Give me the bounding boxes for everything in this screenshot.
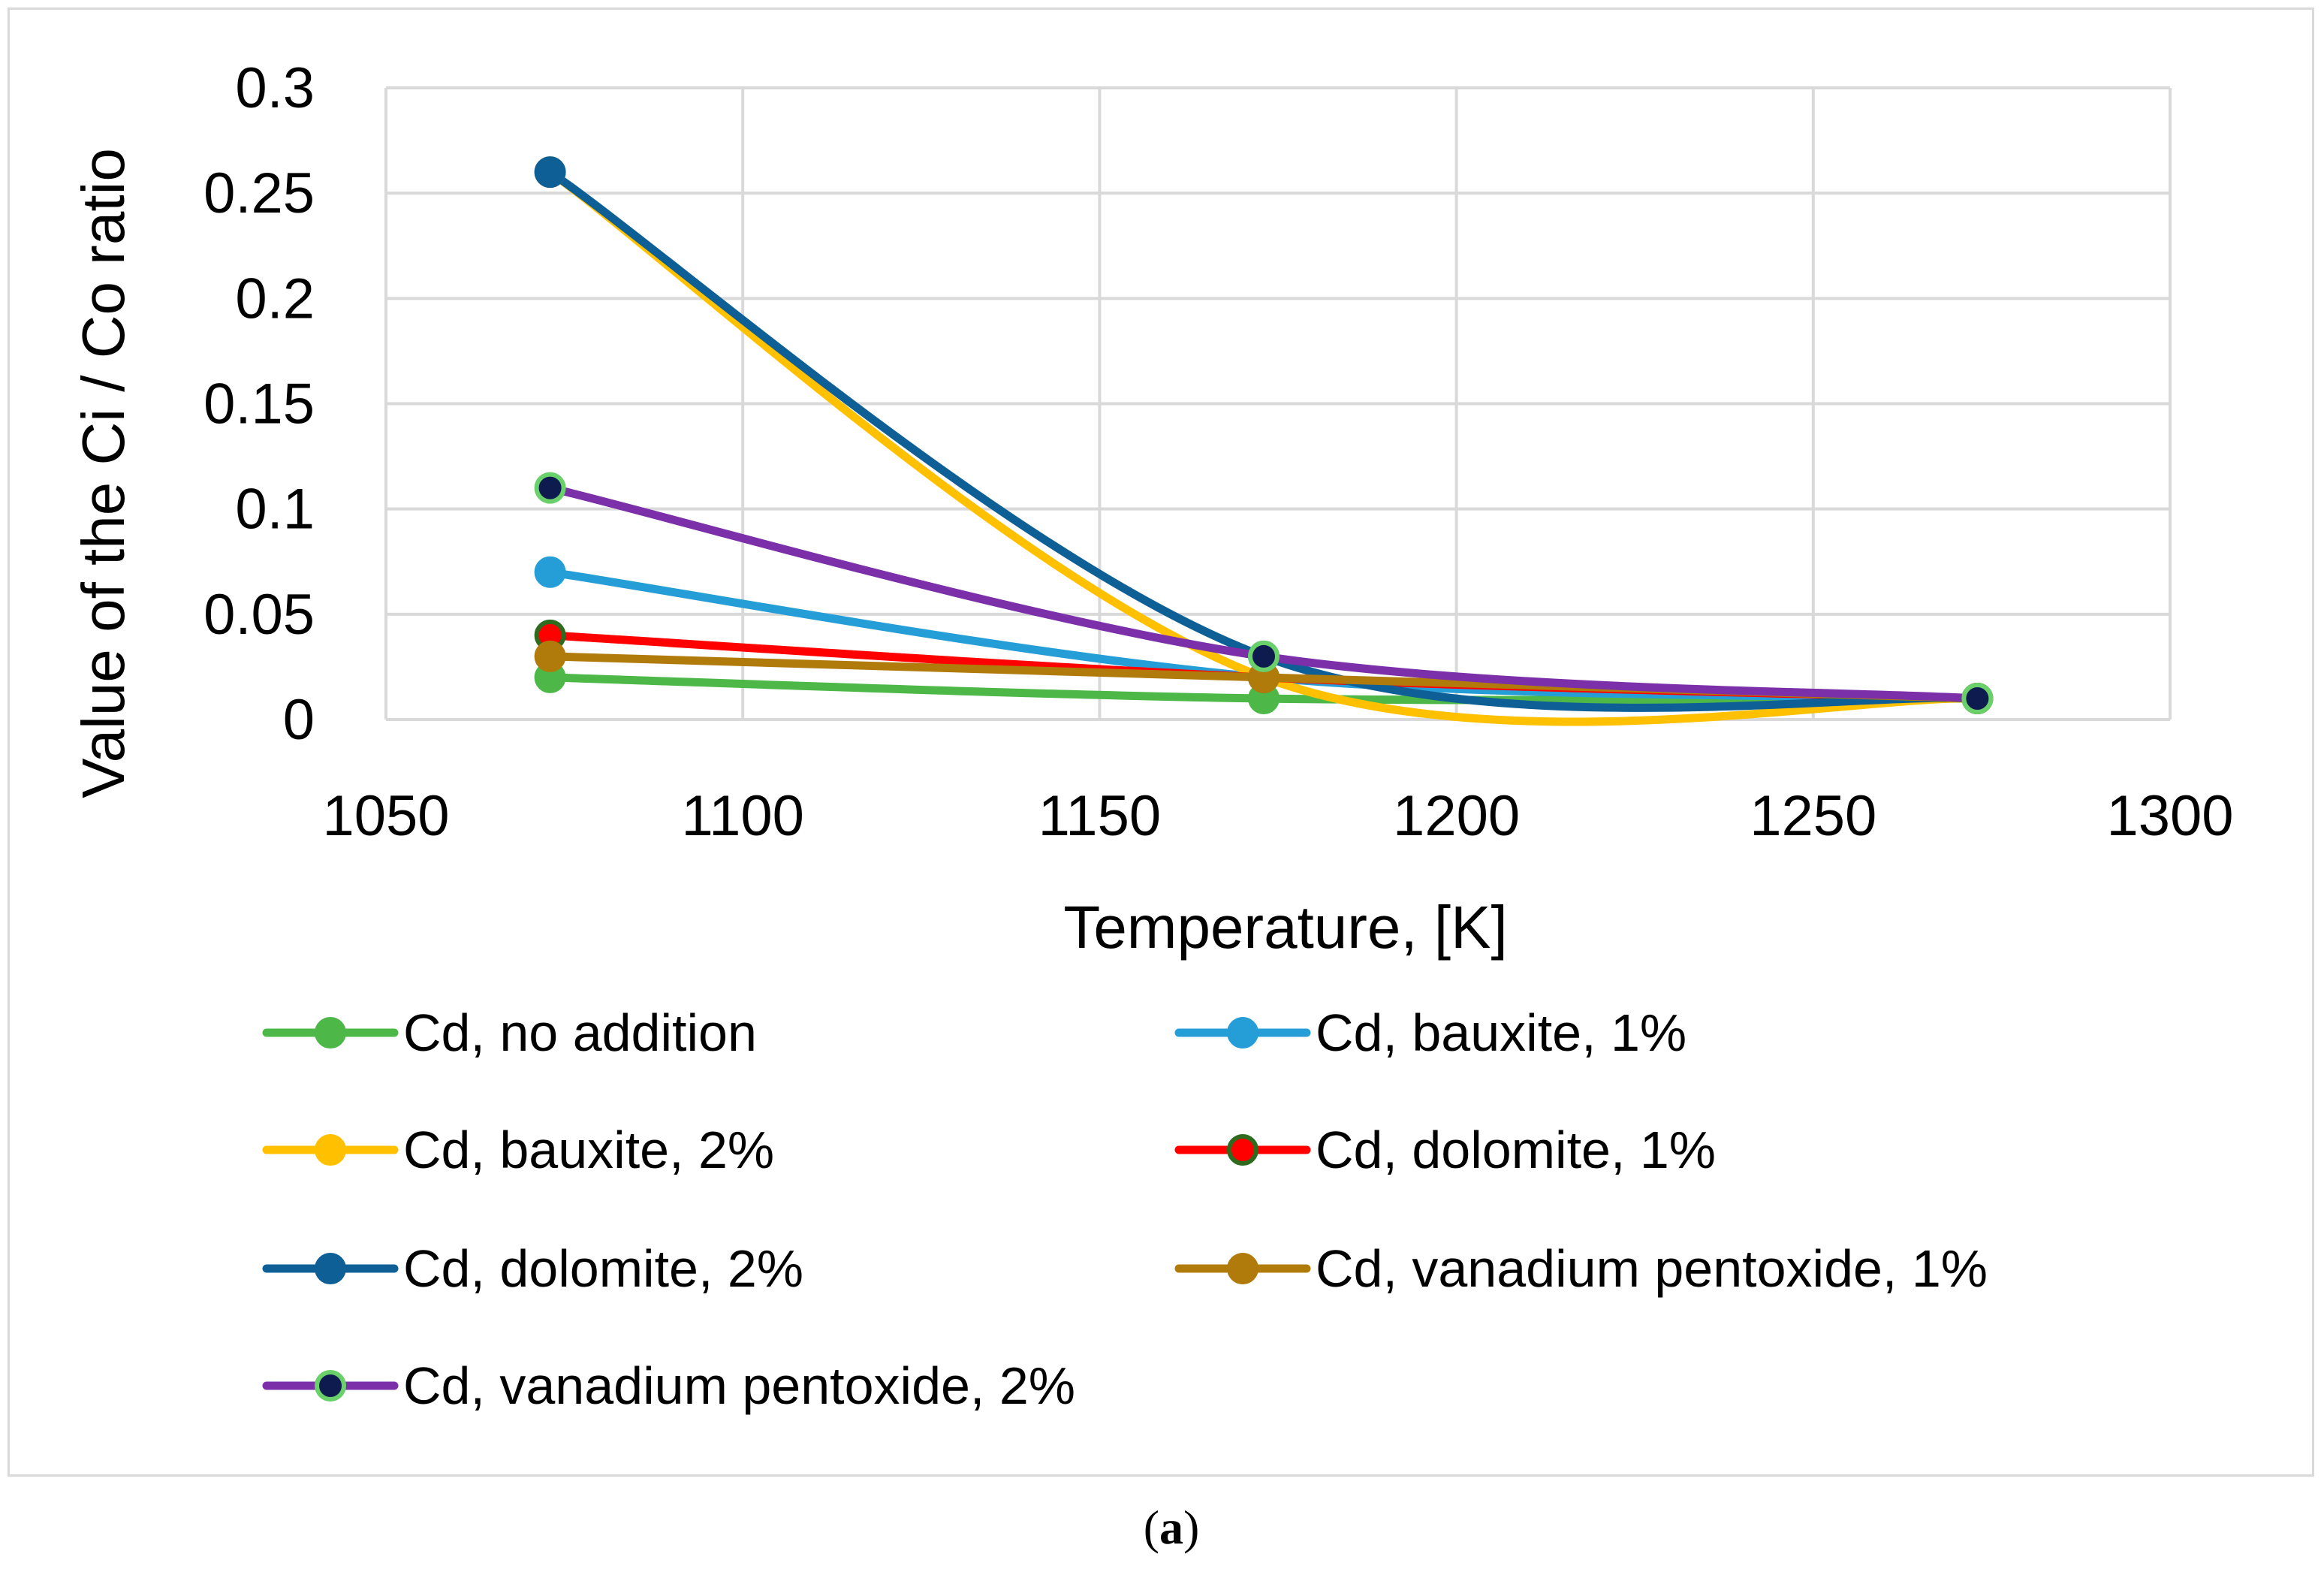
chart-frame — [8, 8, 2314, 1477]
data-point-series-2 — [534, 556, 566, 588]
data-point-series-7 — [534, 472, 566, 504]
data-point-series-7 — [1961, 682, 1994, 714]
y-tick-label: 0.05 — [203, 583, 315, 647]
legend-item: Cd, bauxite, 2% — [262, 1121, 774, 1179]
legend: Cd, no addition Cd, bauxite, 1% Cd, bauxit… — [262, 1003, 1988, 1415]
legend-item: Cd, dolomite, 1% — [1174, 1121, 1716, 1179]
legend-item: Cd, no addition — [262, 1003, 757, 1062]
x-tick-label: 1100 — [681, 784, 803, 848]
legend-label: Cd, bauxite, 1% — [1316, 1003, 1686, 1062]
x-axis-ticks: 1050 1100 1150 1200 1250 1300 — [322, 784, 2233, 848]
series-markers — [534, 156, 1994, 714]
grid — [384, 86, 2172, 721]
x-tick-label: 1150 — [1038, 784, 1161, 848]
legend-item: Cd, vanadium pentoxide, 2% — [262, 1356, 1075, 1415]
legend-swatch-marker — [315, 1253, 346, 1284]
legend-swatch-marker — [1227, 1134, 1258, 1166]
y-tick-label: 0.25 — [203, 161, 315, 225]
y-tick-label: 0.3 — [235, 56, 315, 120]
legend-label: Cd, vanadium pentoxide, 2% — [403, 1356, 1075, 1415]
legend-label: Cd, bauxite, 2% — [403, 1121, 774, 1179]
x-tick-label: 1200 — [1393, 784, 1520, 848]
legend-swatch-marker — [1227, 1017, 1258, 1049]
series-line-5 — [546, 167, 1982, 712]
caption-open: ( — [1144, 1501, 1159, 1554]
data-point-series-5 — [534, 156, 566, 189]
legend-swatch-marker — [315, 1134, 346, 1166]
x-tick-label: 1250 — [1750, 784, 1876, 848]
x-axis-title: Temperature, [K] — [1063, 894, 1507, 961]
caption-close: ) — [1183, 1501, 1199, 1554]
figure-caption: (a) — [1144, 1501, 1200, 1554]
series-lines — [546, 167, 1982, 726]
legend-item: Cd, vanadium pentoxide, 1% — [1174, 1239, 1988, 1298]
legend-item: Cd, bauxite, 1% — [1174, 1003, 1686, 1062]
legend-swatch-marker — [315, 1370, 346, 1402]
data-point-series-6 — [534, 640, 566, 672]
legend-item: Cd, dolomite, 2% — [262, 1239, 803, 1298]
caption-letter: a — [1159, 1501, 1183, 1554]
legend-swatch-marker — [1227, 1253, 1258, 1284]
y-axis-title: Value of the Ci / Co ratio — [70, 148, 137, 798]
series-line-3 — [546, 167, 1982, 726]
legend-label: Cd, dolomite, 2% — [403, 1239, 803, 1298]
legend-label: Cd, no addition — [403, 1003, 757, 1062]
legend-label: Cd, vanadium pentoxide, 1% — [1316, 1239, 1988, 1298]
y-tick-label: 0.2 — [235, 267, 315, 330]
data-point-series-7 — [1247, 640, 1280, 672]
y-axis-ticks: 0 0.05 0.1 0.15 0.2 0.25 0.3 — [203, 56, 315, 752]
x-tick-label: 1050 — [322, 784, 449, 848]
y-tick-label: 0.15 — [203, 373, 315, 436]
x-tick-label: 1300 — [2106, 784, 2233, 848]
legend-label: Cd, dolomite, 1% — [1316, 1121, 1716, 1179]
y-tick-label: 0.1 — [235, 478, 315, 542]
y-tick-label: 0 — [283, 688, 315, 752]
legend-swatch-marker — [315, 1017, 346, 1049]
